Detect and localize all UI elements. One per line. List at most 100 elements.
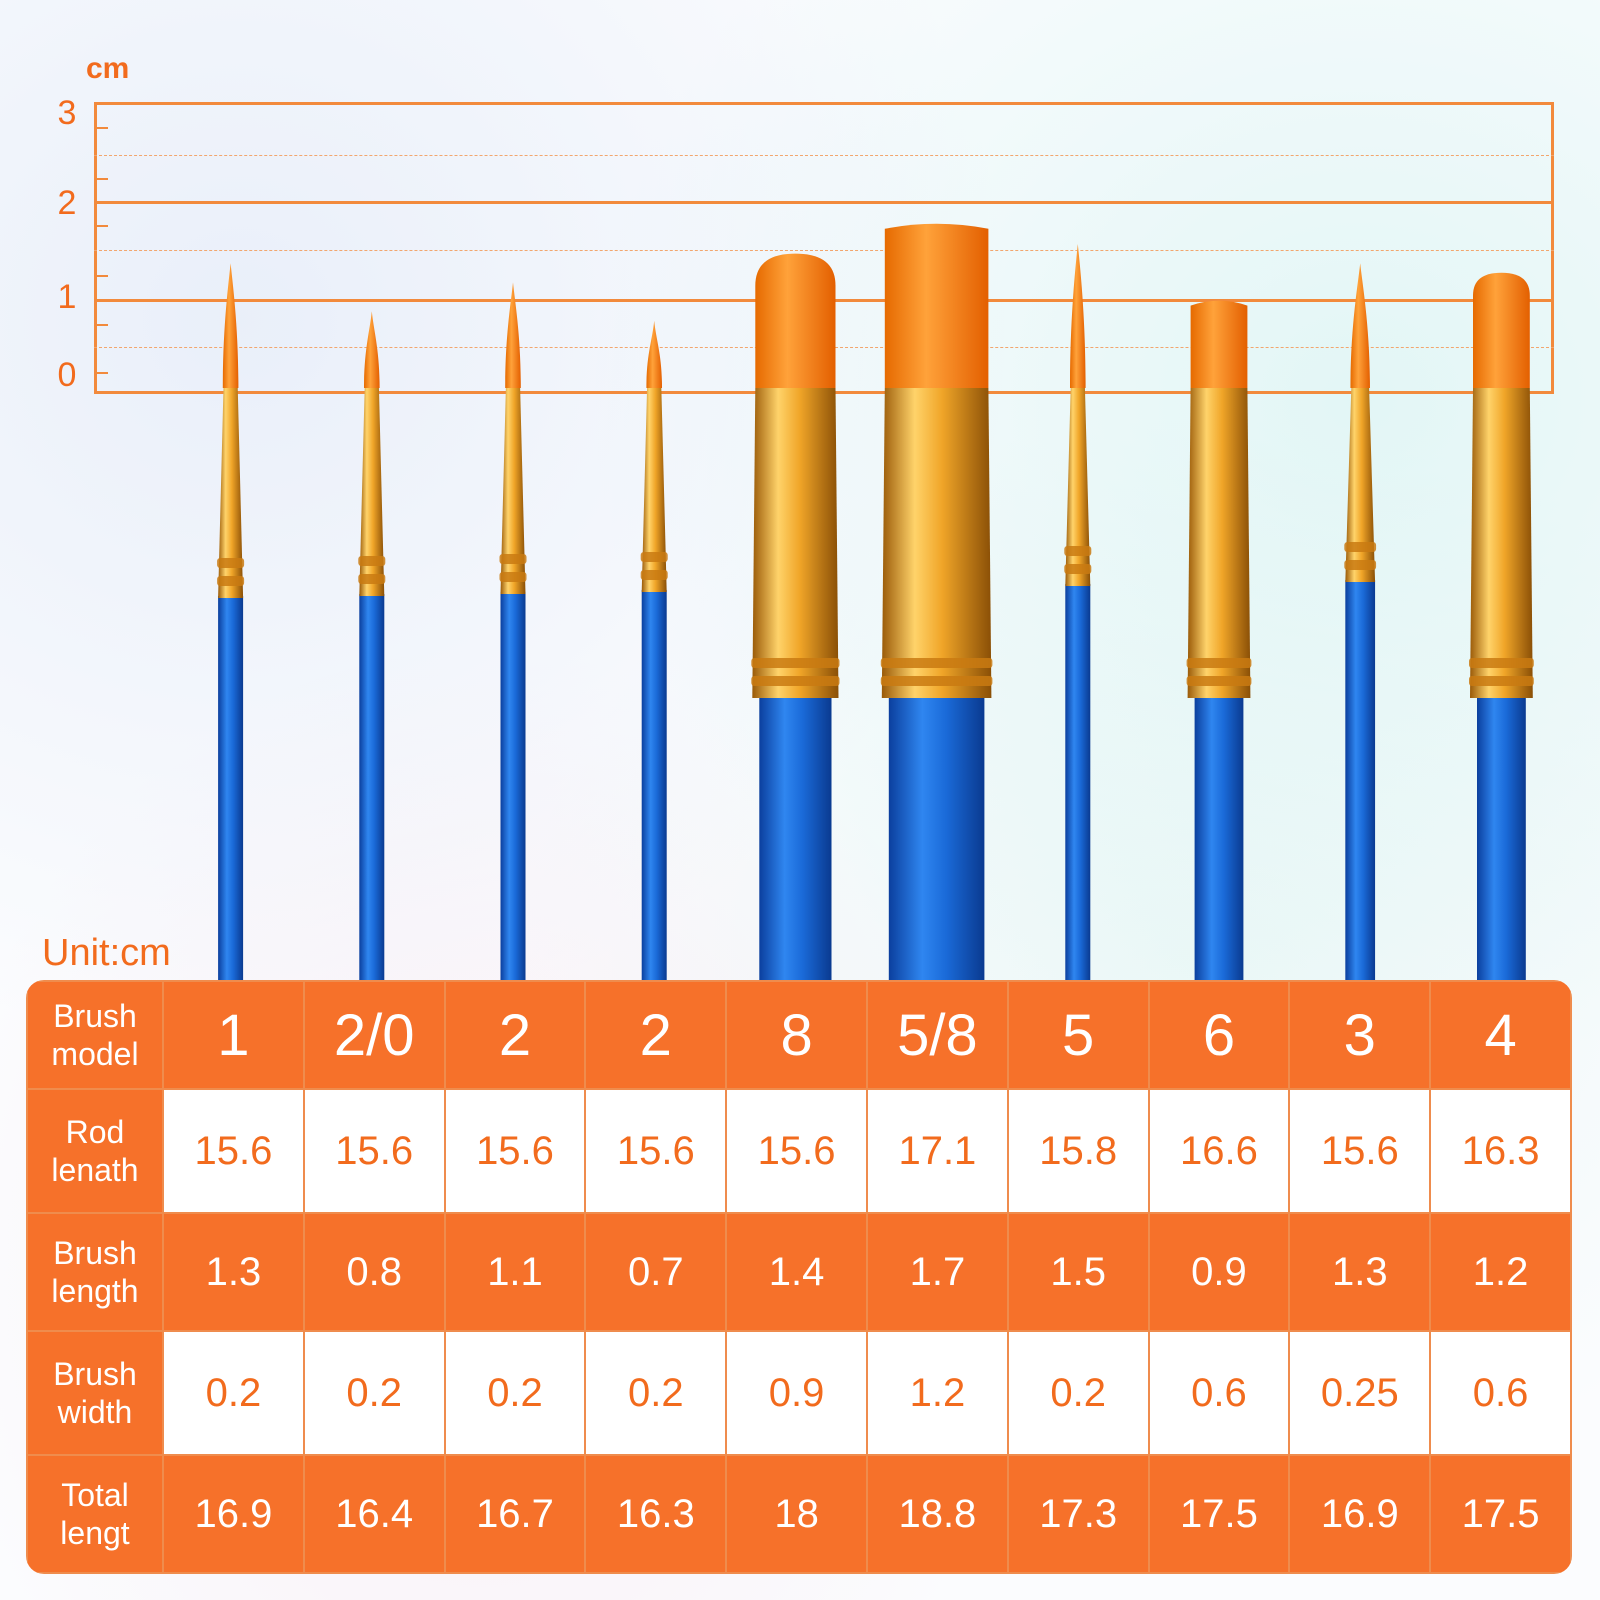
- brush-handle: [1194, 696, 1244, 985]
- table-row-brush-model: Brush model 1 2/0 2 2 8 5/8 5 6 3 4: [26, 980, 1572, 1090]
- ruler-minor-tick: [94, 324, 108, 326]
- ferrule-crimp: [1469, 658, 1534, 668]
- table-cell-total: 16.9: [162, 1454, 305, 1574]
- brush-ferrule: [881, 388, 992, 698]
- brush-handle: [641, 590, 667, 985]
- ferrule-crimp: [640, 570, 668, 580]
- brush-ferrule: [500, 388, 526, 594]
- table-cell-brush-length: 0.8: [302, 1212, 446, 1332]
- ferrule-crimp: [1064, 546, 1092, 556]
- ferrule-crimp: [1186, 676, 1252, 686]
- table-cell-model: 3: [1288, 980, 1432, 1090]
- table-row-rod-length: Rod lenath 15.6 15.6 15.6 15.6 15.6 17.1 15.8 1…: [26, 1088, 1572, 1214]
- ruler-dashed-line: [94, 155, 1554, 156]
- ruler-unit-label: cm: [86, 52, 130, 85]
- table-cell-model: 6: [1147, 980, 1291, 1090]
- row-header-rod-length: Rod lenath: [26, 1088, 164, 1214]
- ferrule-crimp: [751, 658, 840, 668]
- table-cell-rod: 16.6: [1147, 1088, 1291, 1214]
- table-cell-brush-width: 0.2: [162, 1330, 305, 1456]
- brush-ferrule: [1345, 388, 1376, 582]
- ferrule-crimp: [1344, 542, 1377, 552]
- table-cell-rod: 16.3: [1429, 1088, 1572, 1214]
- ruler-tick-label: 0: [57, 356, 77, 394]
- table-cell-total: 17.5: [1147, 1454, 1291, 1574]
- table-cell-total: 17.5: [1429, 1454, 1572, 1574]
- table-cell-total: 16.9: [1288, 1454, 1432, 1574]
- table-cell-brush-length: 1.3: [1288, 1212, 1432, 1332]
- ferrule-crimp: [217, 558, 245, 568]
- table-cell-rod: 15.6: [162, 1088, 305, 1214]
- table-cell-brush-length: 0.9: [1147, 1212, 1291, 1332]
- table-cell-brush-length: 1.7: [865, 1212, 1009, 1332]
- table-cell-brush-width: 0.6: [1429, 1330, 1572, 1456]
- ferrule-crimp: [880, 658, 993, 668]
- row-header-total-length: Total lengt: [26, 1454, 164, 1574]
- table-cell-rod: 15.6: [443, 1088, 587, 1214]
- ferrule-crimp: [1064, 564, 1092, 574]
- ruler-tick-label: 3: [57, 94, 77, 132]
- table-row-brush-length: Brush length 1.3 0.8 1.1 0.7 1.4 1.7 1.5 0.9 1.3…: [26, 1212, 1572, 1332]
- ruler-minor-tick: [94, 225, 108, 227]
- brush-ferrule: [1470, 388, 1533, 698]
- brush-handle: [500, 592, 526, 985]
- brush-bristles: [1190, 300, 1248, 388]
- brush-ferrule: [1187, 388, 1251, 698]
- table-cell-brush-length: 0.7: [584, 1212, 728, 1332]
- row-header-brush-length: Brush length: [26, 1212, 164, 1332]
- table-cell-model: 5/8: [865, 980, 1009, 1090]
- ferrule-crimp: [358, 556, 386, 566]
- table-cell-total: 17.3: [1006, 1454, 1150, 1574]
- table-cell-brush-width: 0.6: [1147, 1330, 1291, 1456]
- table-cell-brush-length: 1.1: [443, 1212, 587, 1332]
- brush-ferrule: [359, 388, 385, 596]
- brush-spec-table: Brush model 1 2/0 2 2 8 5/8 5 6 3 4 Rod lenath 15…: [26, 980, 1572, 1574]
- brush-bristles: [646, 320, 662, 388]
- table-cell-brush-length: 1.2: [1429, 1212, 1572, 1332]
- table-cell-model: 1: [162, 980, 305, 1090]
- table-cell-model: 5: [1006, 980, 1150, 1090]
- brush-handle: [218, 596, 244, 985]
- table-cell-brush-width: 0.9: [725, 1330, 868, 1456]
- brush-handle: [759, 696, 832, 985]
- brush-ferrule: [218, 388, 244, 598]
- table-cell-model: 8: [725, 980, 868, 1090]
- table-cell-total: 18.8: [865, 1454, 1009, 1574]
- ferrule-crimp: [358, 574, 386, 584]
- ferrule-crimp: [1344, 560, 1377, 570]
- ruler-minor-tick: [94, 372, 108, 374]
- table-cell-model: 4: [1429, 980, 1572, 1090]
- brush-handle: [1477, 696, 1526, 985]
- table-cell-brush-width: 0.2: [443, 1330, 587, 1456]
- brush-bristles: [505, 282, 521, 388]
- brush-ferrule: [641, 388, 667, 592]
- ferrule-crimp: [640, 552, 668, 562]
- brush-handle: [888, 696, 985, 985]
- brush-bristles: [364, 311, 380, 388]
- row-header-brush-width: Brush width: [26, 1330, 164, 1456]
- ferrule-crimp: [1469, 676, 1534, 686]
- ferrule-crimp: [1186, 658, 1252, 668]
- brush-bristles: [222, 263, 239, 388]
- table-cell-rod: 15.8: [1006, 1088, 1150, 1214]
- table-cell-brush-width: 0.2: [584, 1330, 728, 1456]
- table-cell-rod: 15.6: [584, 1088, 728, 1214]
- table-cell-brush-width: 0.2: [1006, 1330, 1150, 1456]
- brush-ferrule: [1065, 388, 1091, 586]
- table-cell-model: 2: [584, 980, 728, 1090]
- table-cell-brush-width: 1.2: [865, 1330, 1009, 1456]
- table-cell-rod: 15.6: [1288, 1088, 1432, 1214]
- table-row-total-length: Total lengt 16.9 16.4 16.7 16.3 18 18.8 17.3 17…: [26, 1454, 1572, 1574]
- ferrule-crimp: [217, 576, 245, 586]
- table-cell-rod: 15.6: [725, 1088, 868, 1214]
- table-cell-brush-length: 1.5: [1006, 1212, 1150, 1332]
- ruler-minor-tick: [94, 178, 108, 180]
- table-cell-brush-length: 1.4: [725, 1212, 868, 1332]
- ferrule-crimp: [499, 572, 527, 582]
- unit-note: Unit:cm: [42, 932, 171, 974]
- ferrule-crimp: [751, 676, 840, 686]
- brush-bristles: [1350, 263, 1370, 388]
- table-cell-rod: 15.6: [302, 1088, 446, 1214]
- table-cell-brush-width: 0.2: [302, 1330, 446, 1456]
- table-cell-total: 16.3: [584, 1454, 728, 1574]
